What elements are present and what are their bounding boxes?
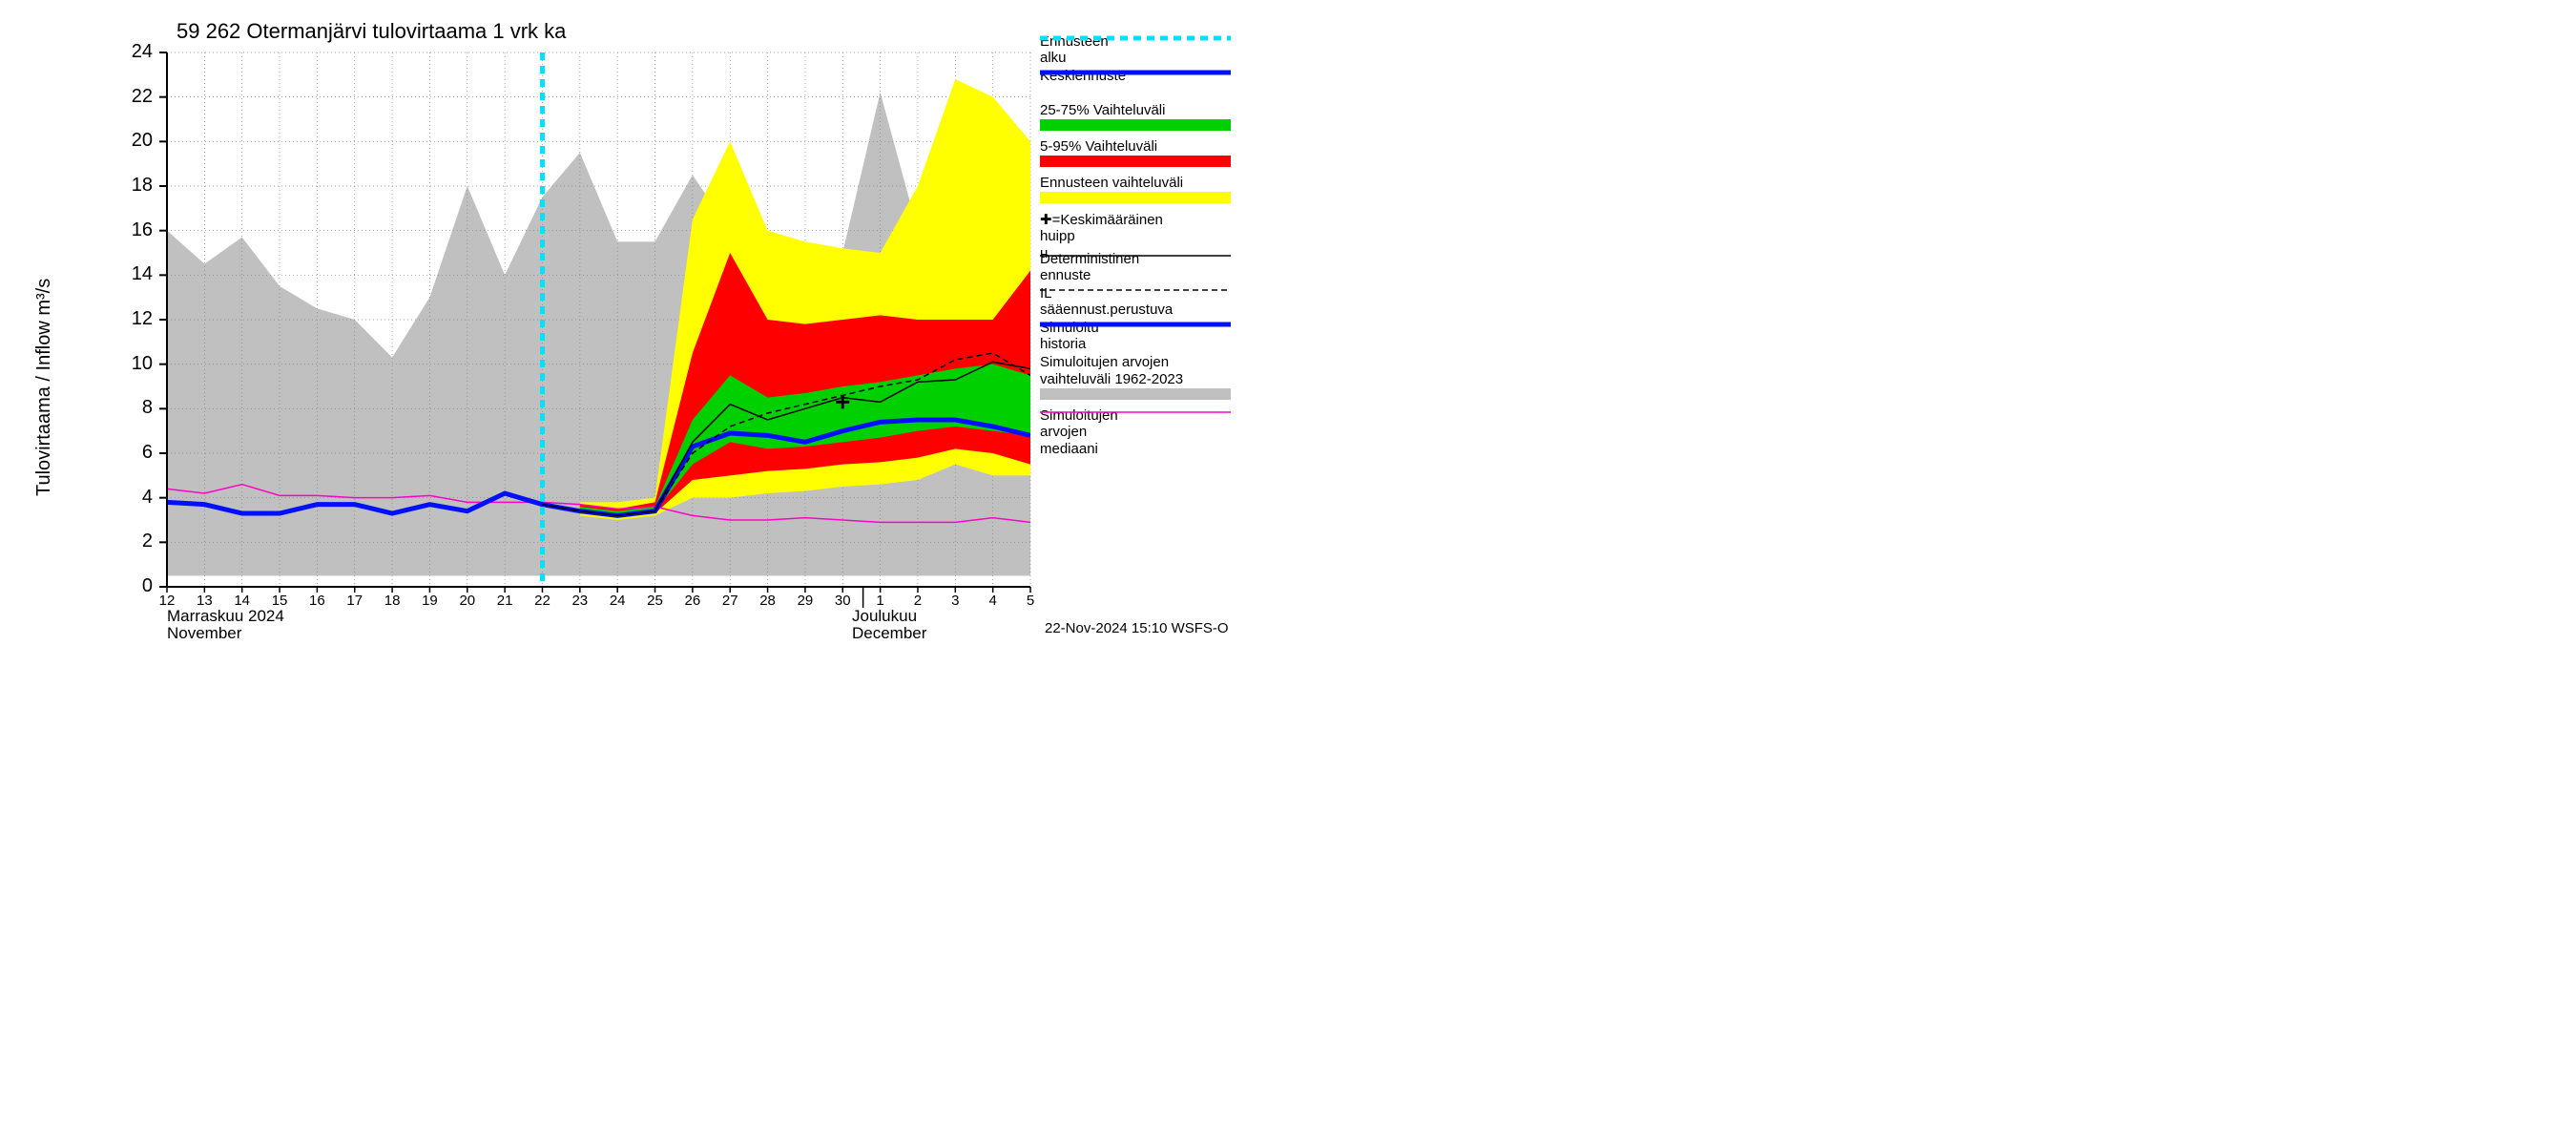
legend-item: Ennusteen alku bbox=[1040, 33, 1109, 67]
x-tick-label: 20 bbox=[459, 593, 475, 609]
x-tick-label: 30 bbox=[835, 593, 851, 609]
timestamp: 22-Nov-2024 15:10 WSFS-O bbox=[1045, 620, 1229, 636]
legend-label: Ennusteen vaihteluväli bbox=[1040, 175, 1231, 191]
x-tick-label: 18 bbox=[384, 593, 401, 609]
legend-label: 5-95% Vaihteluväli bbox=[1040, 138, 1231, 155]
x-tick-label: 5 bbox=[1027, 593, 1034, 609]
x-tick-label: 24 bbox=[610, 593, 626, 609]
x-tick-label: 23 bbox=[571, 593, 588, 609]
x-tick-label: 4 bbox=[988, 593, 996, 609]
x-tick-label: 26 bbox=[685, 593, 701, 609]
legend-swatch-line bbox=[1040, 285, 1231, 295]
x-tick-label: 19 bbox=[422, 593, 438, 609]
legend-swatch-box bbox=[1040, 156, 1231, 167]
x-tick-label: 3 bbox=[951, 593, 959, 609]
y-tick-label: 8 bbox=[114, 397, 153, 419]
month-label-nov-2: November bbox=[167, 624, 241, 643]
y-tick-label: 12 bbox=[114, 308, 153, 330]
x-tick-label: 27 bbox=[722, 593, 738, 609]
y-tick-label: 16 bbox=[114, 219, 153, 241]
legend-item: Simuloitu historia bbox=[1040, 320, 1099, 353]
x-tick-label: 17 bbox=[346, 593, 363, 609]
x-tick-label: 29 bbox=[798, 593, 814, 609]
y-tick-label: 4 bbox=[114, 487, 153, 509]
legend-item: IL sääennust.perustuva bbox=[1040, 285, 1173, 319]
legend-swatch-line bbox=[1040, 320, 1231, 329]
x-tick-label: 16 bbox=[309, 593, 325, 609]
chart-container: 59 262 Otermanjärvi tulovirtaama 1 vrk k… bbox=[0, 0, 1431, 649]
y-tick-label: 10 bbox=[114, 353, 153, 375]
legend-label-2: vaihteluväli 1962-2023 bbox=[1040, 371, 1231, 387]
legend-item: Simuloitujen arvojenmediaani bbox=[1040, 407, 1118, 458]
y-tick-label: 14 bbox=[114, 263, 153, 285]
y-tick-label: 20 bbox=[114, 130, 153, 152]
x-tick-label: 21 bbox=[497, 593, 513, 609]
legend-swatch-box bbox=[1040, 192, 1231, 203]
y-tick-label: 22 bbox=[114, 86, 153, 108]
legend-label: 25-75% Vaihteluväli bbox=[1040, 102, 1231, 118]
month-label-dec-1: Joulukuu bbox=[852, 607, 917, 626]
legend-item: Keskiennuste bbox=[1040, 68, 1126, 85]
y-tick-label: 6 bbox=[114, 442, 153, 464]
x-tick-label: 22 bbox=[534, 593, 551, 609]
y-tick-label: 24 bbox=[114, 41, 153, 63]
legend-label-2: mediaani bbox=[1040, 441, 1118, 457]
legend-swatch-line bbox=[1040, 407, 1231, 417]
legend-item: Deterministinen ennuste bbox=[1040, 251, 1139, 284]
legend-swatch-line bbox=[1040, 68, 1231, 77]
legend-label: Simuloitujen arvojen bbox=[1040, 354, 1231, 370]
legend-item: Simuloitujen arvojenvaihteluväli 1962-20… bbox=[1040, 354, 1231, 400]
month-label-nov-1: Marraskuu 2024 bbox=[167, 607, 284, 626]
legend-item: 5-95% Vaihteluväli bbox=[1040, 138, 1231, 167]
month-label-dec-2: December bbox=[852, 624, 926, 643]
y-tick-label: 2 bbox=[114, 531, 153, 552]
legend-label: ✚=Keskimääräinen huipp bbox=[1040, 211, 1163, 244]
legend-item: Ennusteen vaihteluväli bbox=[1040, 175, 1231, 203]
legend-swatch-line bbox=[1040, 251, 1231, 260]
y-tick-label: 18 bbox=[114, 175, 153, 197]
legend-item: 25-75% Vaihteluväli bbox=[1040, 102, 1231, 131]
legend-swatch-box bbox=[1040, 388, 1231, 400]
legend-swatch-line bbox=[1040, 33, 1231, 43]
x-tick-label: 28 bbox=[759, 593, 776, 609]
legend-swatch-box bbox=[1040, 119, 1231, 131]
y-tick-label: 0 bbox=[114, 575, 153, 597]
x-tick-label: 25 bbox=[647, 593, 663, 609]
